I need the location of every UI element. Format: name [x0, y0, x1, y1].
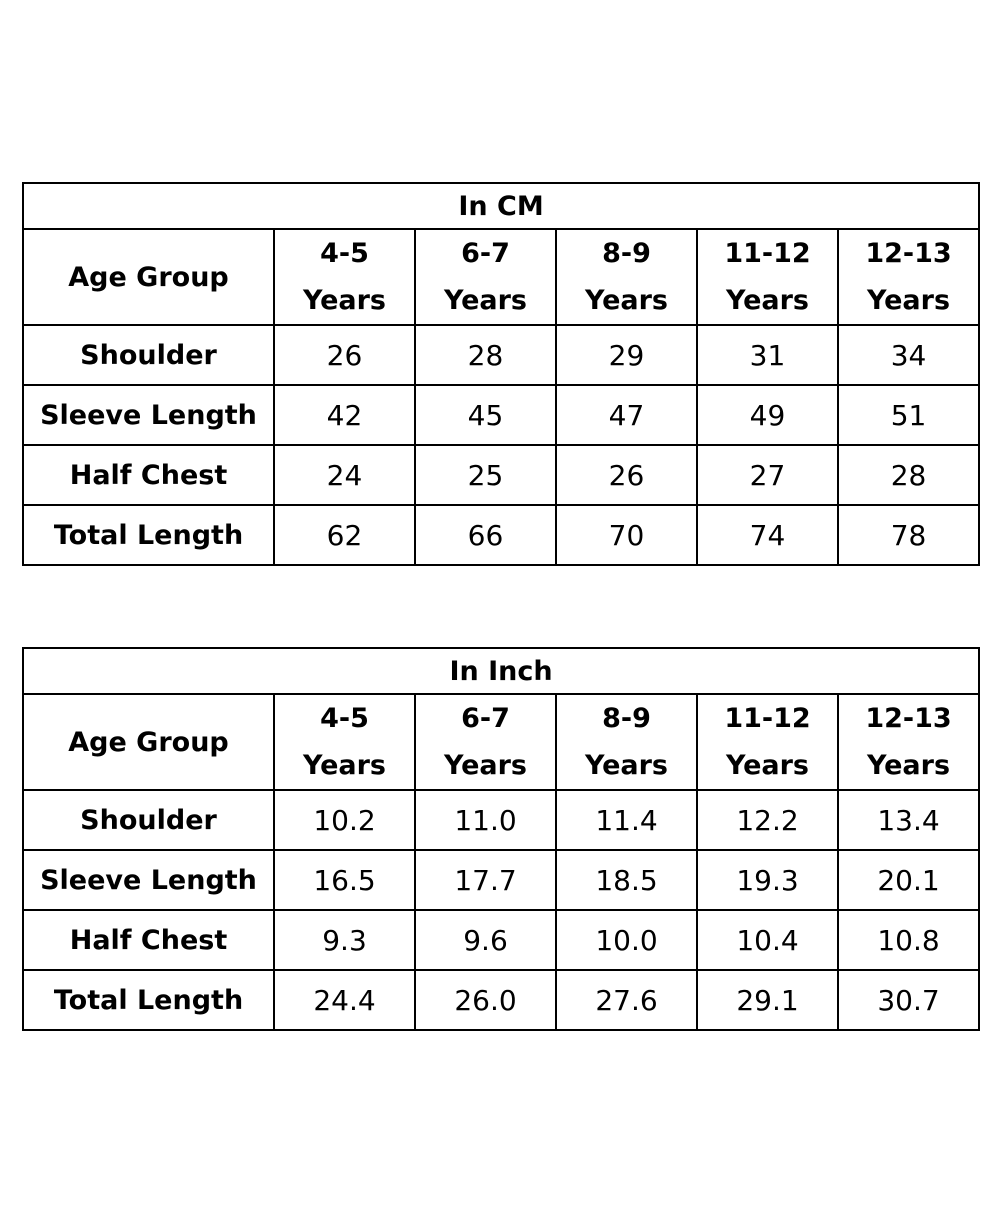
table-cell: 29.1 — [696, 969, 839, 1031]
column-header: 6-7 Years — [414, 228, 557, 326]
table-cell: 28 — [414, 324, 557, 386]
column-header: 12-13 Years — [836, 693, 981, 791]
table-row: Half Chest 9.3 9.6 10.0 10.4 10.8 — [22, 909, 981, 971]
age-unit: Years — [585, 750, 668, 781]
age-group-header: Age Group — [22, 693, 275, 791]
age-range: 12-13 — [865, 238, 952, 269]
column-header: 4-5 Years — [273, 228, 416, 326]
table-cell: 45 — [414, 384, 557, 446]
table-cell: 25 — [414, 444, 557, 506]
age-range: 11-12 — [724, 238, 811, 269]
column-header: 8-9 Years — [555, 228, 698, 326]
row-label: Half Chest — [22, 444, 275, 506]
table-cell: 11.4 — [555, 789, 698, 851]
table-cell: 62 — [273, 504, 416, 566]
table-cell: 13.4 — [836, 789, 981, 851]
table-cell: 30.7 — [836, 969, 981, 1031]
table-cell: 9.3 — [273, 909, 416, 971]
row-label: Total Length — [22, 504, 275, 566]
column-header: 6-7 Years — [414, 693, 557, 791]
table-row: Shoulder 26 28 29 31 34 — [22, 324, 981, 386]
column-header: 12-13 Years — [836, 228, 981, 326]
table-cell: 9.6 — [414, 909, 557, 971]
row-label: Shoulder — [22, 789, 275, 851]
table-cell: 17.7 — [414, 849, 557, 911]
table-title: In Inch — [21, 647, 981, 695]
column-header: 11-12 Years — [696, 693, 839, 791]
column-header: 11-12 Years — [696, 228, 839, 326]
age-range: 6-7 — [461, 238, 510, 269]
table-row: Sleeve Length 42 45 47 49 51 — [22, 384, 981, 446]
table-cell: 28 — [836, 444, 981, 506]
table-row: Shoulder 10.2 11.0 11.4 12.2 13.4 — [22, 789, 981, 851]
table-cell: 74 — [696, 504, 839, 566]
table-cell: 26 — [555, 444, 698, 506]
age-unit: Years — [726, 285, 809, 316]
row-label: Sleeve Length — [22, 384, 275, 446]
table-cell: 34 — [836, 324, 981, 386]
table-cell: 49 — [696, 384, 839, 446]
table-cell: 47 — [555, 384, 698, 446]
table-title: In CM — [21, 182, 981, 230]
table-cell: 10.0 — [555, 909, 698, 971]
age-unit: Years — [444, 285, 527, 316]
age-unit: Years — [867, 750, 951, 781]
age-range: 8-9 — [602, 238, 651, 269]
age-unit: Years — [303, 750, 386, 781]
table-cell: 31 — [696, 324, 839, 386]
table-cell: 11.0 — [414, 789, 557, 851]
age-range: 11-12 — [724, 703, 811, 734]
table-cell: 29 — [555, 324, 698, 386]
table-cell: 19.3 — [696, 849, 839, 911]
table-title-row: In CM — [21, 182, 981, 230]
age-unit: Years — [303, 285, 386, 316]
table-cell: 51 — [836, 384, 981, 446]
table-cell: 24 — [273, 444, 416, 506]
age-range: 6-7 — [461, 703, 510, 734]
table-cell: 20.1 — [836, 849, 981, 911]
table-row: Sleeve Length 16.5 17.7 18.5 19.3 20.1 — [22, 849, 981, 911]
row-label: Sleeve Length — [22, 849, 275, 911]
age-unit: Years — [585, 285, 668, 316]
age-range: 4-5 — [320, 238, 369, 269]
table-cell: 24.4 — [273, 969, 416, 1031]
table-cell: 10.8 — [836, 909, 981, 971]
table-row: Half Chest 24 25 26 27 28 — [22, 444, 981, 506]
row-label: Total Length — [22, 969, 275, 1031]
row-label: Shoulder — [22, 324, 275, 386]
table-cell: 10.2 — [273, 789, 416, 851]
table-cell: 66 — [414, 504, 557, 566]
table-header-row: Age Group 4-5 Years 6-7 Years 8-9 Years 11-… — [22, 693, 981, 791]
table-cell: 12.2 — [696, 789, 839, 851]
table-cell: 70 — [555, 504, 698, 566]
column-header: 4-5 Years — [273, 693, 416, 791]
table-cell: 27.6 — [555, 969, 698, 1031]
table-row: Total Length 62 66 70 74 78 — [22, 504, 981, 566]
table-cell: 42 — [273, 384, 416, 446]
age-group-header: Age Group — [22, 228, 275, 326]
table-cell: 16.5 — [273, 849, 416, 911]
table-cell: 78 — [836, 504, 981, 566]
age-unit: Years — [867, 285, 951, 316]
table-cell: 26.0 — [414, 969, 557, 1031]
table-cell: 26 — [273, 324, 416, 386]
size-table-cm: In CM Age Group 4-5 Years 6-7 Years 8-9 Yea… — [21, 182, 981, 566]
age-unit: Years — [726, 750, 809, 781]
size-table-inch: In Inch Age Group 4-5 Years 6-7 Years 8-9 Y… — [21, 647, 981, 1031]
age-range: 4-5 — [320, 703, 369, 734]
age-range: 8-9 — [602, 703, 651, 734]
table-row: Total Length 24.4 26.0 27.6 29.1 30.7 — [22, 969, 981, 1031]
table-cell: 10.4 — [696, 909, 839, 971]
age-unit: Years — [444, 750, 527, 781]
age-range: 12-13 — [865, 703, 952, 734]
row-label: Half Chest — [22, 909, 275, 971]
table-cell: 18.5 — [555, 849, 698, 911]
table-title-row: In Inch — [21, 647, 981, 695]
table-header-row: Age Group 4-5 Years 6-7 Years 8-9 Years 11-… — [22, 228, 981, 326]
column-header: 8-9 Years — [555, 693, 698, 791]
table-cell: 27 — [696, 444, 839, 506]
